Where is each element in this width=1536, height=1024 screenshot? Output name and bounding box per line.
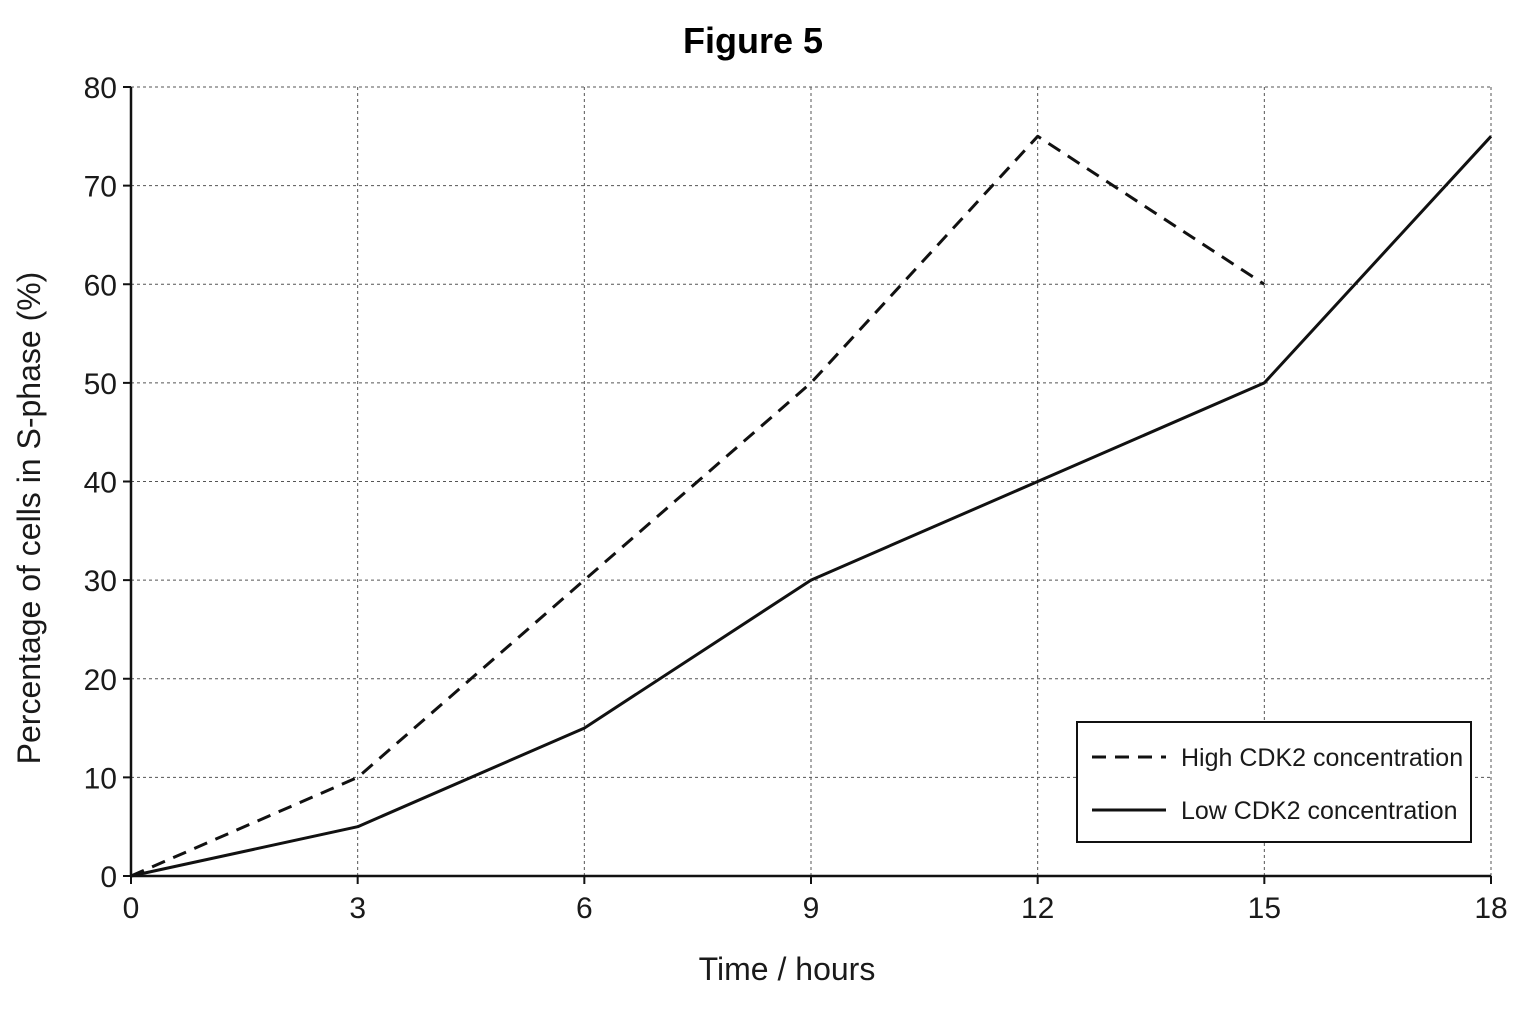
y-tick-label: 20 [84,664,117,697]
axes [123,86,1492,884]
x-tick-label: 15 [1248,892,1281,925]
series-line-high-cdk2 [130,134,1266,878]
y-tick-label: 50 [84,368,117,401]
chart-title: Figure 5 [683,20,823,61]
y-tick-label: 80 [84,72,117,105]
x-tick-label: 3 [349,892,366,925]
legend-label: Low CDK2 concentration [1181,797,1458,825]
x-tick-label: 12 [1021,892,1054,925]
series-line-low-cdk2 [130,135,1493,878]
series-lines [130,134,1493,878]
y-tick-label: 30 [84,565,117,598]
x-tick-label: 9 [803,892,820,925]
y-tick-label: 70 [84,171,117,204]
x-tick-label: 0 [123,892,140,925]
legend-label: High CDK2 concentration [1181,744,1463,772]
y-axis-label: Percentage of cells in S-phase (%) [11,272,47,765]
y-tick-label: 40 [84,467,117,500]
x-tick-label: 18 [1474,892,1507,925]
y-tick-label: 60 [84,269,117,302]
y-tick-label: 0 [100,861,117,894]
legend: High CDK2 concentration Low CDK2 concentr… [1076,721,1472,843]
legend-box [1076,721,1472,843]
x-tick-label: 6 [576,892,593,925]
x-axis-label: Time / hours [699,951,876,987]
tick-labels: 0 3 6 9 12 15 18 0 10 20 30 40 50 60 70 80 [84,72,1508,925]
y-tick-label: 10 [84,762,117,795]
